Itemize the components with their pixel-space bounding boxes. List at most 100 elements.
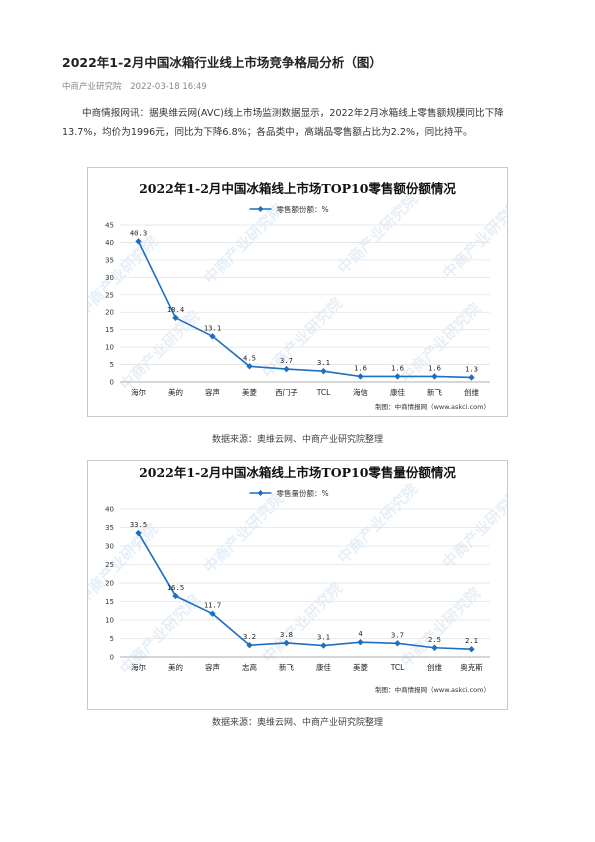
chart-sales-value-data-label: 1.6 (391, 363, 404, 372)
chart-sales-volume-legend-marker (257, 490, 264, 496)
chart-sales-volume-point (468, 646, 475, 653)
chart-sales-value-ytick-label: 10 (105, 344, 114, 352)
chart-sales-volume-ytick-label: 40 (105, 506, 114, 514)
chart-sales-value-data-label: 3.7 (280, 356, 293, 365)
chart-sales-value-caption: 数据来源：奥维云网、中商产业研究院整理 (211, 435, 383, 445)
chart-sales-value-watermark: 中商产业研究院 (439, 195, 507, 282)
chart-sales-value-ytick-label: 0 (110, 379, 114, 387)
article-date: 2022-03-18 16:49 (130, 82, 207, 92)
chart-sales-value-ytick-label: 30 (105, 274, 114, 282)
chart-sales-value-watermark: 中商产业研究院 (88, 233, 161, 320)
chart-sales-volume-watermark: 中商产业研究院 (200, 489, 287, 576)
chart-sales-volume-ytick-label: 5 (110, 635, 114, 643)
chart-sales-value-watermark: 中商产业研究院 (334, 190, 421, 277)
chart-sales-volume-xtick-label: 美菱 (353, 662, 368, 672)
chart-sales-value-point (135, 238, 142, 245)
chart-sales-volume-point (357, 639, 364, 646)
chart-sales-value-point (468, 374, 475, 381)
chart-sales-value-xtick-label: 美的 (168, 387, 183, 397)
article-paragraph: 中商情报网讯：据奥维云网(AVC)线上市场监测数据显示，2022年2月冰箱线上零… (62, 108, 504, 138)
chart-sales-value-xtick-label: 美菱 (242, 387, 257, 397)
chart-sales-volume-legend: 零售量份额：% (249, 488, 329, 498)
chart-sales-volume-legend-label: 零售量份额：% (277, 488, 329, 498)
chart-sales-value-xtick-label: TCL (316, 388, 331, 397)
chart-sales-volume-credit: 制图：中商情报网（www.askci.com） (375, 685, 490, 694)
chart-sales-value-watermark: 中商产业研究院 (200, 200, 287, 287)
chart-sales-volume-ytick-label: 10 (105, 617, 114, 625)
chart-sales-volume-data-label: 16.5 (167, 583, 184, 592)
chart-sales-value-xtick-label: 西门子 (275, 388, 298, 397)
chart-sales-value-series-line (137, 241, 472, 379)
chart-sales-value-ytick-label: 35 (105, 256, 114, 264)
chart-sales-volume-point (431, 644, 438, 651)
chart-sales-volume-data-label: 3.1 (317, 633, 330, 642)
chart-sales-volume-caption: 数据来源：奥维云网、中商产业研究院整理 (211, 718, 383, 728)
chart-sales-value-ytick-label: 15 (105, 326, 114, 334)
chart-sales-volume-watermark: 中商产业研究院 (259, 579, 346, 666)
chart-sales-value-data-label: 1.6 (354, 363, 367, 372)
chart-sales-volume-ytick-label: 25 (105, 561, 114, 569)
chart-sales-value-data-label: 1.3 (465, 364, 478, 373)
chart-sales-volume-xtick-label: 美的 (168, 662, 183, 672)
chart-sales-volume-xtick-label: 康佳 (316, 662, 331, 672)
chart-sales-value-data-label: 13.1 (204, 323, 221, 332)
chart-sales-value-credit: 制图：中商情报网（www.askci.com） (375, 402, 490, 411)
chart-sales-value-xtick-label: 海信 (353, 387, 368, 397)
chart-sales-volume-point (283, 639, 290, 647)
chart-sales-volume-data-label: 4 (358, 629, 362, 638)
chart-sales-value-point (357, 373, 364, 380)
chart-sales-value-xtick-label: 康佳 (390, 387, 405, 397)
chart-sales-value-xtick-label: 海尔 (131, 387, 146, 397)
chart-sales-volume-xtick-label: 志高 (242, 662, 257, 672)
chart-sales-value-point (320, 367, 327, 375)
chart-sales-volume-series-line (137, 532, 472, 651)
chart-sales-value-ytick-label: 40 (105, 239, 114, 247)
chart-sales-value-legend: 零售额份额：% (249, 204, 329, 214)
chart-sales-volume-xtick-label: 容声 (205, 662, 220, 672)
chart-sales-value-title: 2022年1-2月中国冰箱线上市场TOP10零售额份额情况 (139, 181, 456, 196)
chart-sales-value: 中商产业研究院 中商产业研究院 中商产业研究院 中商产业研究院 中商产业研究院 中商产业研… (87, 167, 508, 417)
chart-sales-volume-xtick-label: 创维 (427, 662, 442, 672)
chart-sales-volume-watermark: 中商产业研究院 (88, 520, 161, 607)
chart-sales-value-watermark: 中商产业研究院 (116, 307, 203, 394)
chart-sales-value-data-label: 3.1 (317, 358, 330, 367)
chart-sales-volume-watermark: 中商产业研究院 (439, 485, 507, 572)
article-title: 2022年1-2月中国冰箱行业线上市场竞争格局分析（图） (62, 55, 382, 70)
chart-sales-value-legend-label: 零售额份额：% (277, 204, 329, 214)
chart-sales-volume-title: 2022年1-2月中国冰箱线上市场TOP10零售量份额情况 (139, 465, 456, 480)
chart-sales-volume: 中商产业研究院 中商产业研究院 中商产业研究院 中商产业研究院 中商产业研究院 中商产业研… (87, 460, 508, 710)
chart-sales-volume-data-label: 33.5 (130, 520, 147, 529)
chart-sales-volume-data-label: 2.5 (428, 635, 441, 644)
chart-sales-volume-ytick-label: 30 (105, 543, 114, 551)
chart-sales-volume-ytick-label: 0 (110, 654, 114, 662)
chart-sales-volume-watermark: 中商产业研究院 (116, 591, 203, 678)
chart-sales-volume-ytick-label: 15 (105, 598, 114, 606)
chart-sales-value-ytick-label: 5 (110, 361, 114, 369)
chart-sales-value-point (394, 373, 401, 380)
chart-sales-value-ytick-label: 25 (105, 291, 114, 299)
chart-sales-volume-xtick-label: 海尔 (131, 662, 146, 672)
chart-sales-volume-xtick-label: TCL (390, 663, 405, 672)
chart-sales-volume-point (320, 642, 327, 649)
chart-sales-value-data-label: 18.4 (167, 305, 184, 314)
chart-sales-volume-data-label: 2.1 (465, 636, 478, 645)
chart-sales-volume-xtick-label: 新飞 (279, 662, 294, 672)
chart-sales-value-xtick-label: 创维 (464, 387, 479, 397)
chart-sales-value-legend-marker (257, 206, 264, 212)
article-meta: 中商产业研究院 2022-03-18 16:49 (62, 80, 207, 92)
chart-sales-value-ytick-label: 20 (105, 309, 114, 317)
chart-sales-volume-xtick-label: 奥克斯 (460, 662, 483, 672)
chart-sales-value-data-label: 1.6 (428, 363, 441, 372)
chart-sales-volume-point (394, 640, 401, 647)
chart-sales-volume-data-label: 3.7 (391, 630, 404, 639)
chart-sales-value-ytick-label: 45 (105, 222, 114, 230)
chart-sales-value-point (431, 373, 438, 380)
chart-sales-value-data-label: 40.3 (130, 228, 147, 237)
chart-sales-volume-data-label: 11.7 (204, 601, 221, 610)
chart-sales-volume-ytick-label: 35 (105, 524, 114, 532)
chart-sales-volume-ytick-label: 20 (105, 580, 114, 588)
article-source[interactable]: 中商产业研究院 (62, 82, 122, 92)
chart-sales-value-point (172, 314, 179, 322)
